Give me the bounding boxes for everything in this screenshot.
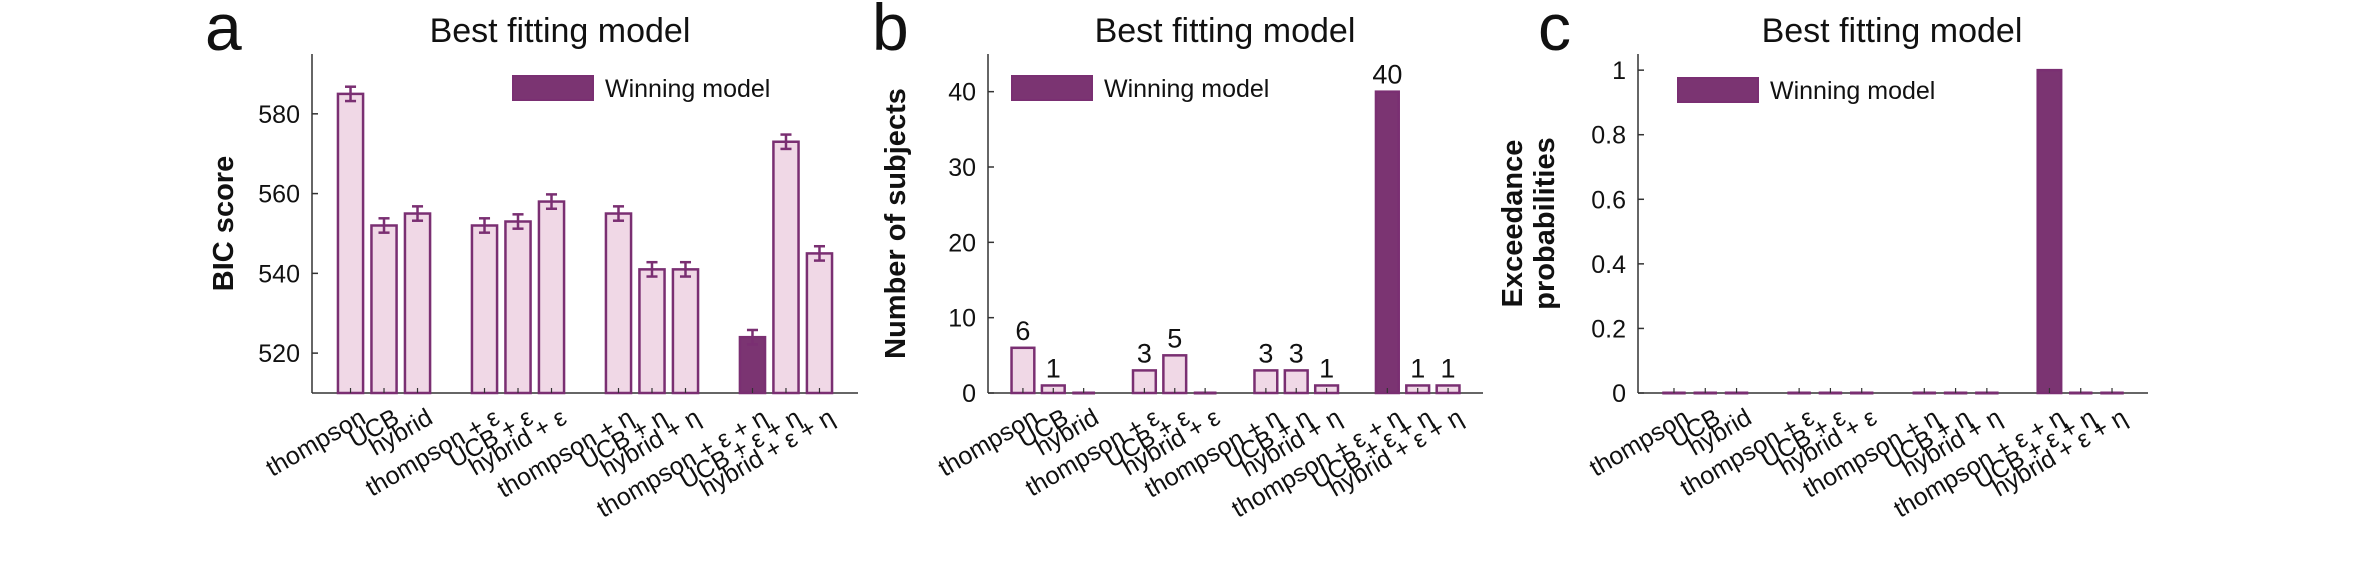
y-tick-label: 0.8: [1591, 122, 1626, 150]
legend-label: Winning model: [1770, 77, 1935, 105]
data-label: 3: [1258, 338, 1273, 368]
panel-b: b Best fitting model Number of subjects 0 10…: [872, 0, 1483, 523]
error-bar: [746, 328, 759, 346]
bar: [403, 212, 432, 395]
bar: [671, 268, 700, 395]
legend-swatch: [1011, 75, 1093, 101]
y-tick-label: 520: [258, 340, 300, 368]
y-axis-label: BIC score: [208, 156, 240, 291]
data-label: 1: [1319, 353, 1334, 383]
data-label: 40: [1372, 60, 1402, 90]
bar: [604, 212, 633, 395]
chart-title: Best fitting model: [1095, 12, 1356, 50]
bar: [537, 200, 566, 395]
panel-a: a Best fitting model BIC score 520 540 560 580…: [205, 0, 858, 523]
error-bar: [378, 217, 390, 234]
y-tick-label: 580: [258, 101, 300, 129]
bar: [805, 252, 834, 395]
error-bar: [512, 213, 524, 230]
chart-title: Best fitting model: [430, 12, 691, 50]
bar: [1010, 346, 1036, 395]
bar: [470, 224, 499, 395]
y-tick-label: 0: [962, 380, 976, 408]
error-bar: [344, 85, 357, 103]
bar: [772, 140, 800, 395]
y-tick-label: 10: [948, 305, 976, 333]
y-tick-label: 1: [1612, 57, 1626, 85]
data-label: 3: [1289, 338, 1304, 368]
panel-letter: c: [1538, 0, 1571, 64]
data-label: 1: [1046, 353, 1061, 383]
error-bar: [780, 133, 792, 151]
legend: Winning model: [1677, 77, 1935, 105]
y-tick-label: 560: [258, 181, 300, 209]
error-bar: [545, 193, 558, 210]
legend: Winning model: [512, 75, 770, 103]
bar: [638, 268, 666, 395]
error-bar: [478, 217, 491, 234]
y-tick-label: 540: [258, 260, 300, 288]
panel-letter: b: [872, 0, 909, 64]
y-tick-label: 0: [1612, 380, 1626, 408]
bar-winning-model: [1374, 90, 1400, 395]
y-tick-label: 40: [948, 79, 976, 107]
y-axis-label: Number of subjects: [880, 88, 912, 359]
bar: [370, 224, 398, 395]
y-tick-label: 0.2: [1591, 315, 1626, 343]
bar-winning-model: [2036, 68, 2063, 395]
legend-label: Winning model: [1104, 75, 1269, 103]
error-bar: [646, 260, 658, 278]
legend-swatch: [1677, 77, 1759, 103]
bar: [504, 220, 532, 395]
error-bar: [813, 244, 826, 262]
data-label: 3: [1137, 338, 1152, 368]
bar: [336, 92, 365, 395]
error-bar: [612, 205, 625, 222]
legend: Winning model: [1011, 75, 1269, 103]
error-bar: [411, 205, 424, 222]
data-label: 1: [1441, 353, 1456, 383]
legend-label: Winning model: [605, 75, 770, 103]
chart-title: Best fitting model: [1762, 12, 2023, 50]
legend-swatch: [512, 75, 594, 101]
panel-letter: a: [205, 0, 242, 64]
data-label: 1: [1410, 353, 1425, 383]
error-bar: [679, 260, 692, 278]
bar: [1162, 354, 1188, 395]
data-label: 6: [1015, 316, 1030, 346]
data-label: 5: [1167, 323, 1182, 353]
panel-c: c Best fitting model Exceedanceprobabiliti…: [1497, 0, 2148, 523]
y-tick-label: 0.4: [1591, 251, 1626, 279]
y-axis-label: Exceedanceprobabilities: [1497, 137, 1561, 309]
y-tick-label: 0.6: [1591, 186, 1626, 214]
y-tick-label: 30: [948, 154, 976, 182]
y-tick-label: 20: [948, 229, 976, 257]
